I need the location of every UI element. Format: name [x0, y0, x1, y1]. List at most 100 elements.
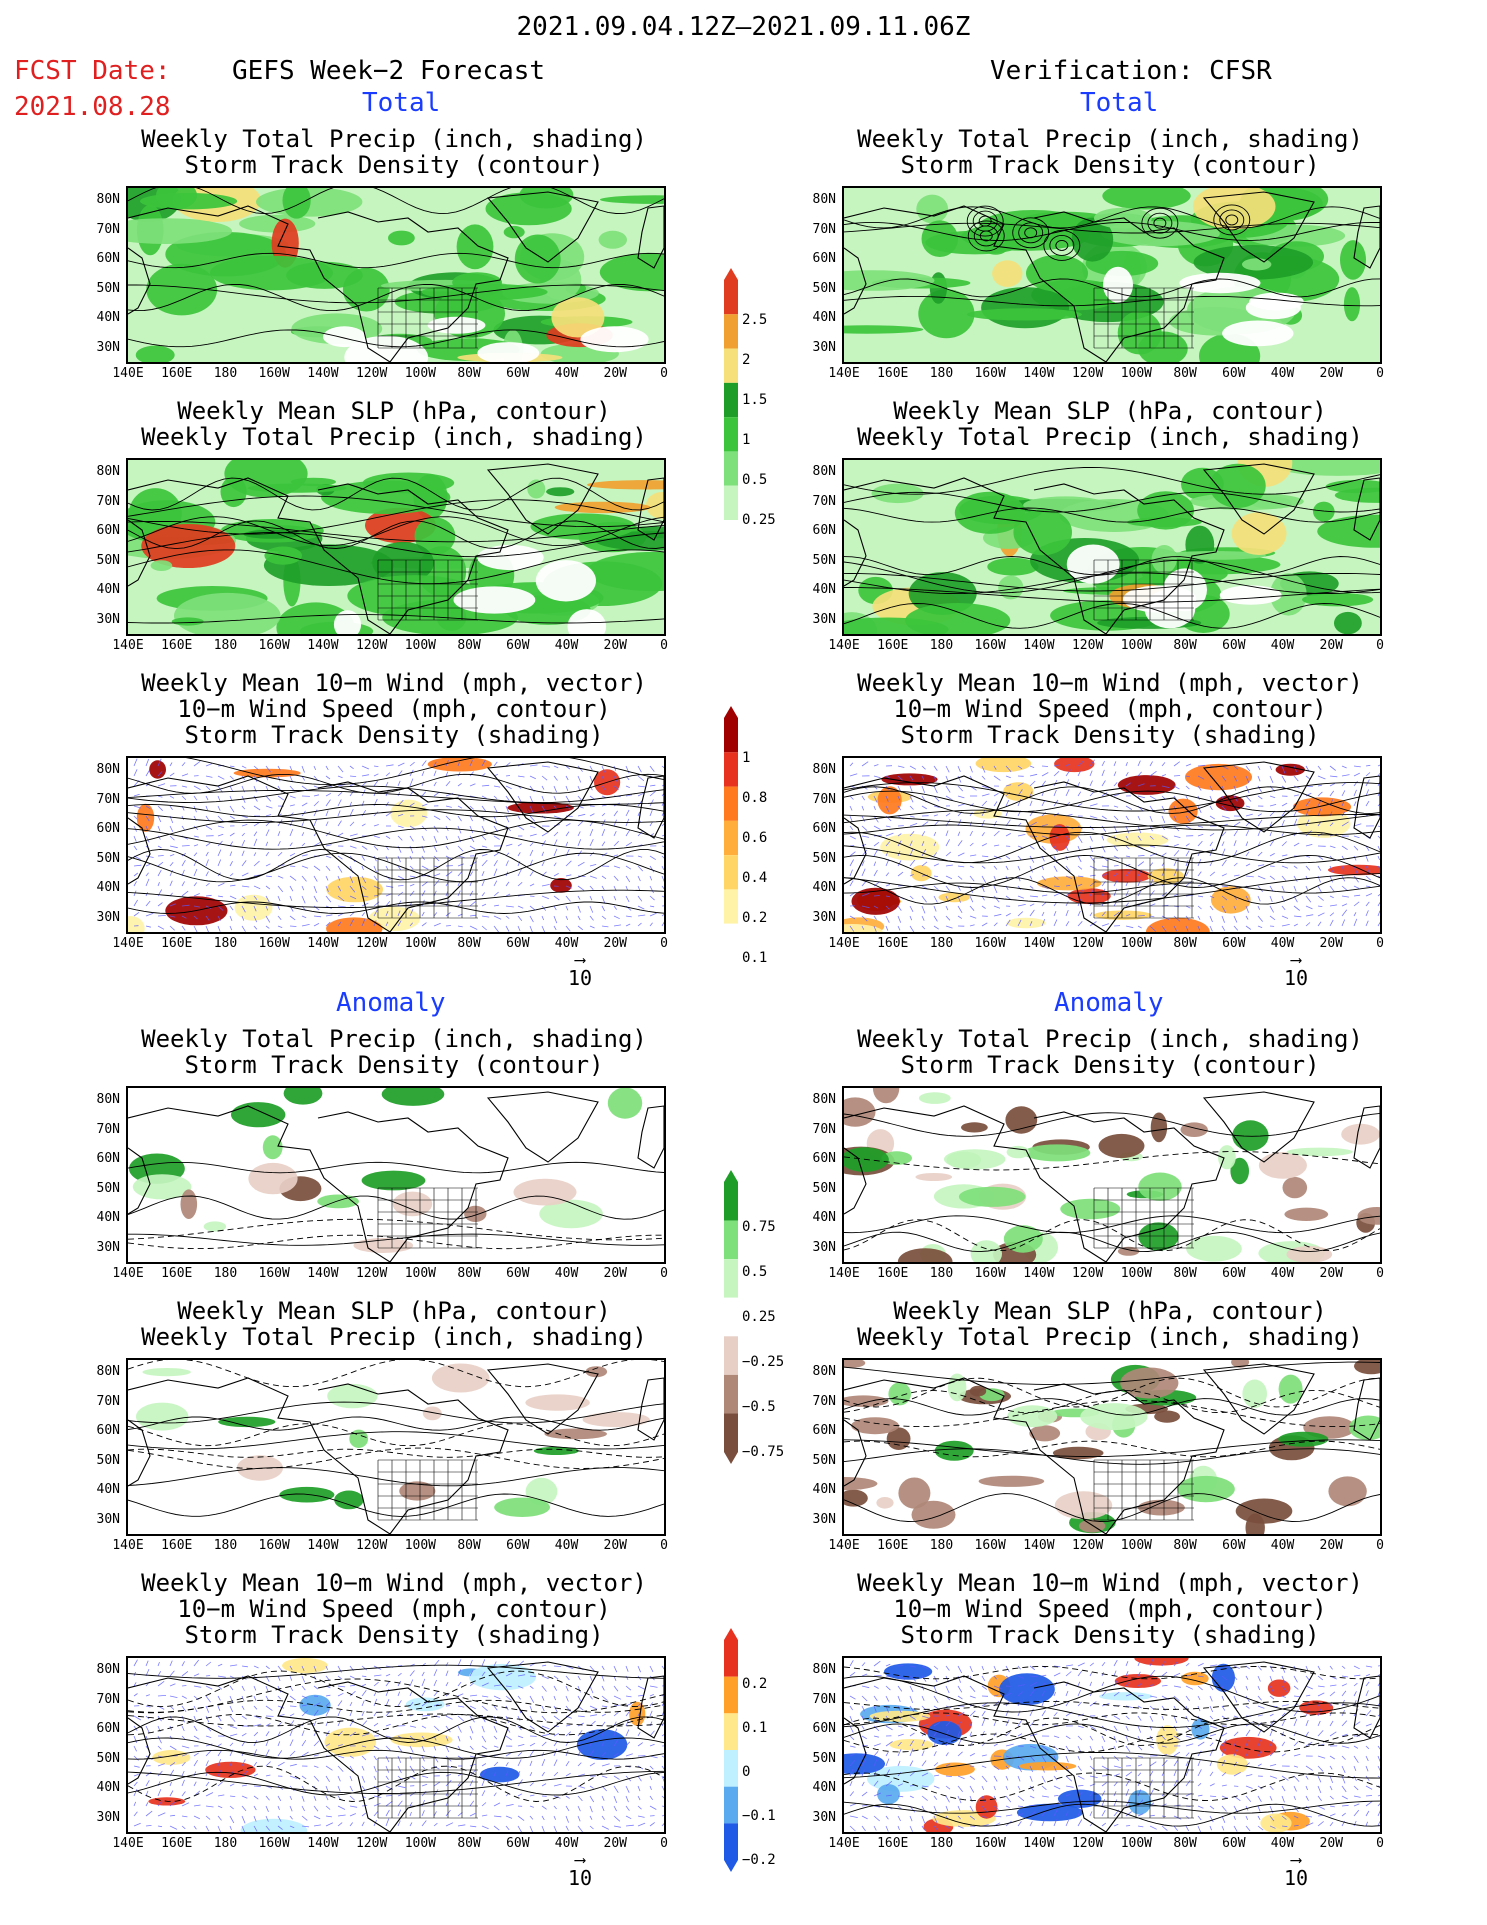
- shading-cell: [146, 263, 218, 316]
- lon-tick-label: 80W: [1173, 366, 1197, 381]
- shading-cell: [1231, 512, 1287, 555]
- shading-cell: [1341, 1123, 1380, 1145]
- lon-tick-label: 100W: [1120, 936, 1153, 951]
- right-total-2-title: Weekly Mean SLP (hPa, contour) Weekly To…: [857, 397, 1363, 451]
- lon-tick-label: 140E: [828, 1836, 860, 1851]
- left-total-3-map: [126, 756, 666, 934]
- shading-cell: [1128, 1790, 1152, 1815]
- colorbar-tick-label: 1: [742, 432, 751, 448]
- shading-cell: [1023, 1144, 1091, 1162]
- lon-tick-label: 20W: [603, 1538, 628, 1553]
- lat-tick-label: 70N: [812, 1121, 836, 1137]
- shading-cell: [1102, 869, 1152, 883]
- contour-lines: [844, 1112, 1380, 1253]
- right-anom-2-title: Weekly Mean SLP (hPa, contour) Weekly To…: [857, 1297, 1363, 1351]
- lon-tick-label: 60W: [1222, 638, 1246, 653]
- shading-cell: [844, 1477, 878, 1491]
- shading-cell: [1102, 188, 1191, 210]
- shading-cell: [646, 492, 664, 519]
- shading-cell: [898, 1477, 931, 1509]
- shading-cell: [1054, 758, 1095, 773]
- shading-cell: [525, 1394, 590, 1411]
- coastlines: [844, 761, 1380, 932]
- lon-tick-label: 180: [213, 1266, 238, 1281]
- lat-tick-label: 30N: [96, 612, 120, 627]
- colorbar-tick-label: 0.6: [742, 830, 768, 846]
- lat-tick-label: 80N: [96, 1662, 120, 1677]
- shading-cell: [388, 230, 415, 246]
- lat-tick-label: 70N: [96, 493, 120, 509]
- shading-cell: [1235, 1498, 1293, 1524]
- lon-tick-label: 160E: [161, 936, 193, 951]
- lon-tick-label: 20W: [1319, 1266, 1344, 1281]
- wind-vector-field: [133, 758, 664, 932]
- lat-tick-label: 70N: [96, 1393, 120, 1409]
- colorbar-tick-label: 0.1: [742, 1720, 768, 1736]
- wind-reference-vector: ⟶ 10: [1266, 1852, 1326, 1891]
- shading-cell: [1146, 917, 1210, 932]
- shading-cell: [978, 1475, 1045, 1487]
- lon-tick-label: 180: [929, 1538, 954, 1553]
- wind-reference-label: 10: [1283, 1866, 1309, 1890]
- shading-cell: [1209, 463, 1266, 508]
- lon-tick-label: 60W: [1222, 936, 1246, 951]
- lat-tick-label: 50N: [96, 552, 120, 568]
- lat-tick-label: 60N: [812, 523, 836, 539]
- colorbar-anom-precip: 0.75 0.5 0.25 −0.25 −0.5 −0.75: [724, 1170, 784, 1468]
- lat-tick-label: 60N: [96, 1721, 120, 1737]
- shading-cell: [1230, 1157, 1249, 1185]
- coastlines: [128, 761, 664, 932]
- shading-cell: [1297, 809, 1351, 838]
- right-total-3-map: [842, 756, 1382, 934]
- shading-cell: [514, 234, 561, 284]
- shading-cell: [551, 297, 605, 338]
- lat-tick-label: 60N: [812, 1151, 836, 1167]
- shading-cell: [141, 524, 236, 568]
- shading-cell: [851, 1417, 899, 1435]
- left-total-label: Total: [362, 88, 441, 118]
- lon-tick-label: 120W: [355, 936, 388, 951]
- shading-cell: [326, 876, 383, 903]
- lon-tick-label: 140W: [1023, 1266, 1055, 1281]
- colorbar-tick-label: −0.75: [742, 1444, 785, 1460]
- lat-tick-label: 40N: [812, 310, 836, 326]
- lon-tick-label: 120W: [355, 1836, 388, 1851]
- lat-tick-label: 70N: [812, 1691, 836, 1707]
- contour-lines: [844, 204, 1380, 307]
- lon-tick-label: 160E: [877, 1836, 909, 1851]
- colorbar-tick-label: 0.4: [742, 870, 768, 886]
- shading-cell: [981, 287, 1070, 329]
- shading-cell: [282, 188, 311, 219]
- right-total-1-map: [842, 186, 1382, 364]
- shading-cell: [234, 894, 273, 921]
- lon-tick-label: 160E: [161, 1266, 193, 1281]
- lat-tick-label: 80N: [96, 762, 120, 777]
- lat-tick-label: 60N: [96, 251, 120, 267]
- shading-cell: [1098, 1133, 1145, 1159]
- shading-cell: [203, 1221, 227, 1232]
- lon-tick-label: 20W: [603, 936, 628, 951]
- lat-tick-label: 80N: [812, 1364, 836, 1379]
- contour-lines: [844, 466, 1380, 629]
- lon-tick-label: 80W: [457, 1266, 481, 1281]
- shading-cell: [935, 1762, 975, 1777]
- wind-reference-label: 10: [567, 1866, 593, 1890]
- shading-cell: [180, 1189, 198, 1219]
- shading-cell: [1186, 1235, 1242, 1262]
- lat-tick-label: 80N: [812, 192, 836, 207]
- left-anomaly-label: Anomaly: [336, 988, 446, 1018]
- lon-tick-label: 140E: [828, 1266, 860, 1281]
- shading-cell: [546, 487, 575, 497]
- lon-tick-label: 40W: [554, 1266, 579, 1281]
- lat-tick-label: 70N: [812, 493, 836, 509]
- lat-tick-label: 30N: [812, 612, 836, 627]
- lon-tick-label: 180: [213, 1836, 238, 1851]
- shading-cell: [149, 760, 166, 779]
- wind-reference-label: 10: [1283, 966, 1309, 990]
- wind-reference-label: 10: [567, 966, 593, 990]
- shading-cell: [897, 1248, 953, 1262]
- shading-cell: [361, 1170, 426, 1191]
- shading-cell: [1127, 517, 1202, 528]
- lon-tick-label: 40W: [1270, 638, 1295, 653]
- lon-tick-label: 120W: [355, 1266, 388, 1281]
